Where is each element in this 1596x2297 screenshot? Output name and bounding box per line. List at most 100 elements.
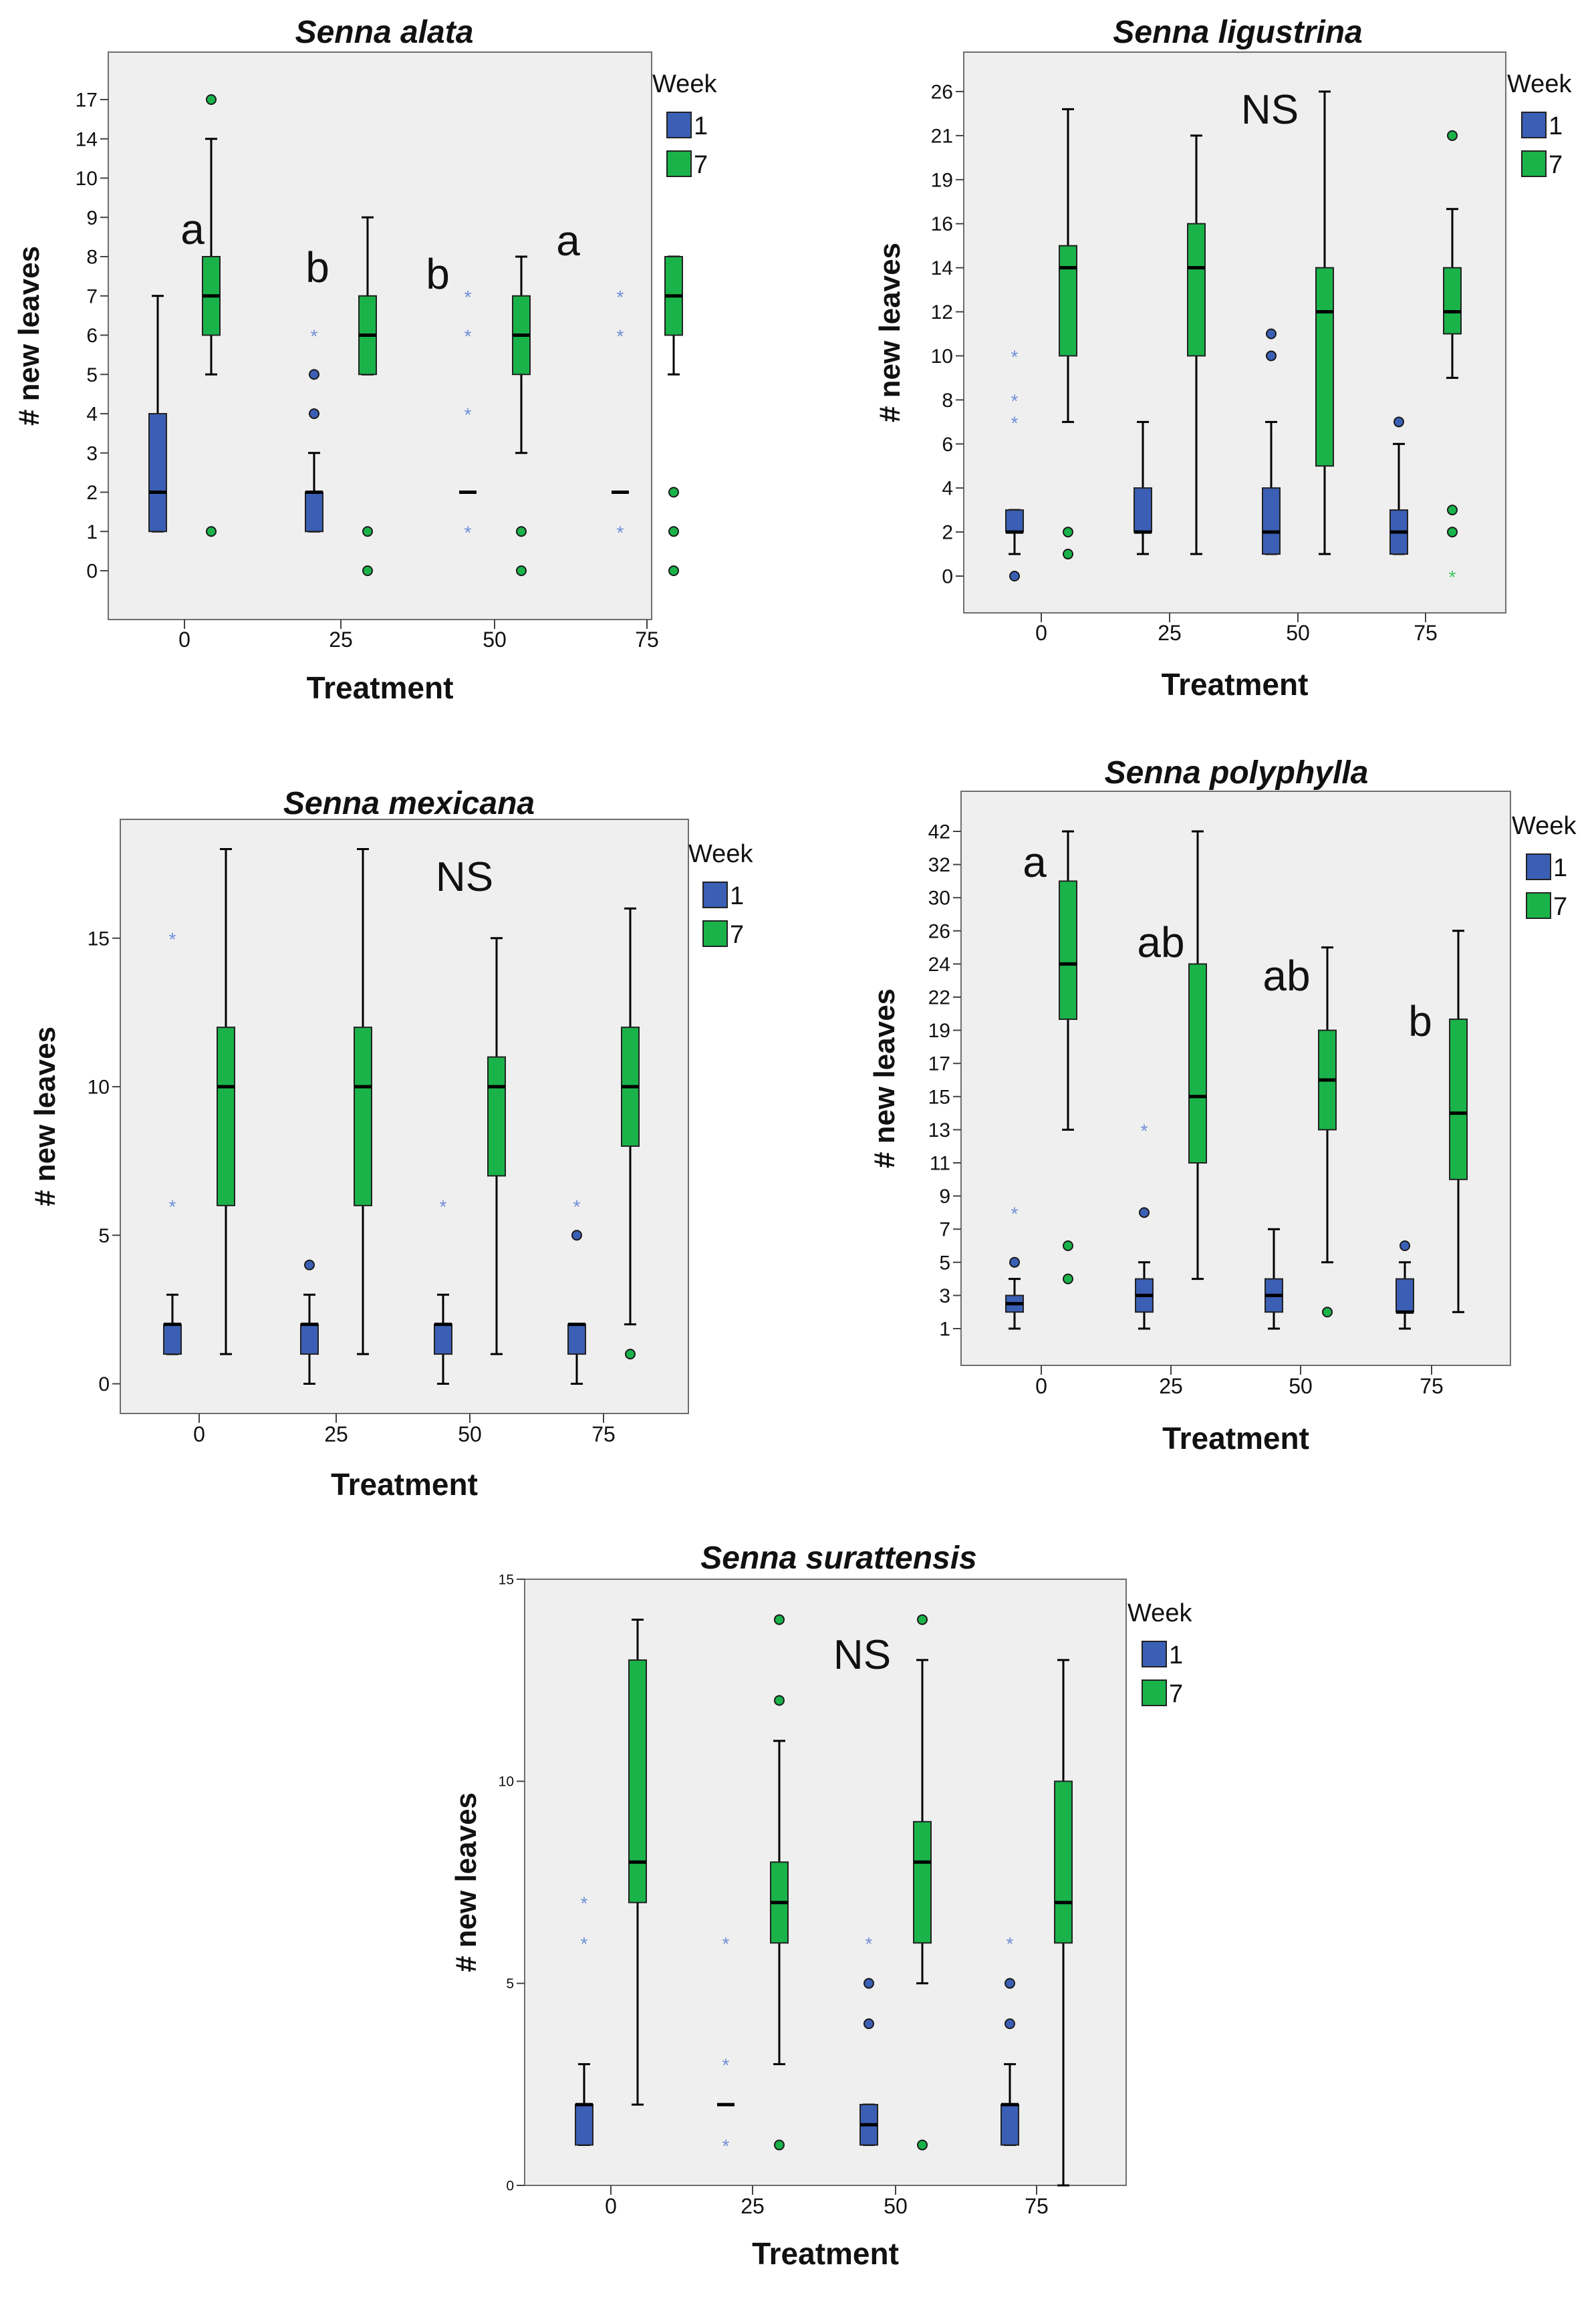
outlier-point — [917, 2139, 928, 2151]
legend: Week 1 7 — [688, 840, 753, 949]
outlier-point — [774, 2139, 785, 2151]
x-tick-label: 0 — [1035, 1374, 1047, 1398]
y-tick-label: 0 — [86, 561, 98, 583]
series-7 — [1059, 830, 1468, 1318]
outlier-point — [1009, 571, 1020, 581]
outlier-point — [362, 565, 373, 576]
extreme-point: * — [866, 1933, 873, 1954]
chart-panel: Senna mexicana 0 5 10 15 0 25 50 75 Treatment # ne… — [29, 786, 753, 1502]
box — [1188, 963, 1207, 1164]
annotation-label: NS — [436, 854, 493, 900]
extreme-point: * — [722, 2055, 730, 2076]
significance-label: a — [1023, 838, 1047, 886]
y-tick-label: 5 — [506, 1976, 514, 1992]
box — [1054, 1780, 1073, 1944]
y-tick-label: 17 — [76, 90, 98, 112]
box-plot: * — [859, 1933, 878, 2147]
box-plot — [1059, 830, 1077, 1285]
plot-area — [960, 791, 1511, 1366]
legend-swatch — [666, 112, 692, 138]
y-axis: 0 5 10 15 — [88, 928, 120, 1395]
outlier-point — [516, 526, 527, 537]
box-plot: * — [567, 1196, 586, 1385]
legend-label: 7 — [1549, 151, 1563, 179]
legend-title: Week — [652, 70, 717, 98]
legend-label: 7 — [1553, 893, 1567, 921]
y-tick-label: 10 — [76, 168, 98, 190]
x-axis-label: Treatment — [1162, 1421, 1309, 1456]
x-axis: 0 25 50 75 — [1035, 613, 1438, 645]
y-tick-label: 14 — [931, 257, 953, 279]
extreme-point: * — [1011, 412, 1019, 433]
y-tick-label: 15 — [499, 1572, 514, 1587]
y-tick-label: 5 — [86, 364, 98, 386]
outlier-point — [1393, 416, 1404, 428]
y-tick-label: 9 — [939, 1186, 950, 1208]
significance-label: a — [556, 217, 580, 265]
box — [354, 1027, 372, 1206]
box-plot — [217, 847, 235, 1355]
chart-panel: Senna surattensis 0 5 10 15 0 25 50 75 Treatment #… — [450, 1540, 1192, 2271]
legend-title: Week — [1512, 812, 1577, 840]
y-tick-label: 19 — [928, 1020, 950, 1042]
plot-area — [108, 51, 652, 620]
x-tick-label: 50 — [1289, 1374, 1313, 1398]
box — [1443, 267, 1462, 335]
y-tick-label: 32 — [928, 854, 950, 876]
extreme-point: * — [1449, 567, 1456, 587]
x-axis-label: Treatment — [307, 670, 454, 705]
x-tick-label: 75 — [1420, 1374, 1444, 1398]
x-tick-label: 75 — [635, 628, 659, 652]
outlier-point — [863, 1978, 874, 1989]
outlier-point — [1139, 1207, 1150, 1218]
x-tick-label: 50 — [1286, 621, 1310, 645]
box-plot — [1262, 328, 1281, 555]
extreme-point: * — [1011, 1203, 1019, 1224]
box — [1005, 509, 1024, 533]
outlier-point — [1400, 1240, 1410, 1251]
significance-label: b — [1408, 997, 1432, 1045]
outlier-point — [309, 369, 319, 380]
outlier-point — [1063, 1273, 1073, 1285]
box-plot — [1449, 930, 1468, 1313]
x-tick-label: 25 — [1158, 621, 1182, 645]
series-1: ***** * * — [575, 1893, 1019, 2157]
x-tick-label: 0 — [1035, 621, 1047, 645]
box-plot — [628, 1618, 647, 2106]
legend-swatch — [1142, 1641, 1167, 1667]
outlier-point — [625, 1349, 636, 1360]
legend: Week 1 7 — [652, 70, 717, 179]
outlier-point — [1266, 328, 1277, 340]
box-plot: ** — [575, 1893, 593, 2147]
x-tick-label: 75 — [591, 1422, 616, 1446]
y-tick-label: 17 — [928, 1053, 950, 1075]
outlier-point — [1447, 527, 1458, 538]
significance-label: b — [426, 250, 450, 298]
y-axis-label: # new leaves — [450, 1792, 483, 1972]
legend: Week 1 7 — [1127, 1599, 1192, 1708]
outlier-point — [1322, 1307, 1333, 1318]
box-plot — [512, 255, 531, 576]
outlier-point — [206, 526, 217, 537]
box — [434, 1323, 452, 1355]
extreme-point: * — [1007, 1933, 1014, 1954]
box-plot — [1265, 1228, 1283, 1330]
x-tick-label: 0 — [178, 628, 190, 652]
box — [913, 1820, 932, 1944]
y-tick-label: 4 — [942, 478, 953, 500]
extreme-point: * — [1011, 390, 1019, 411]
box-plot: * — [1135, 1120, 1154, 1330]
y-tick-label: 26 — [931, 82, 953, 104]
legend: Week 1 7 — [1507, 70, 1572, 179]
y-tick-label: 10 — [88, 1077, 110, 1099]
legend-swatch — [1521, 112, 1547, 138]
y-tick-label: 42 — [928, 821, 950, 843]
extreme-point: * — [1141, 1120, 1148, 1141]
significance-label: b — [305, 243, 329, 291]
box-plot: *** — [1005, 346, 1024, 581]
box-plot — [1059, 108, 1077, 560]
y-axis-label: # new leaves — [868, 988, 901, 1168]
box-plot — [770, 1614, 789, 2151]
